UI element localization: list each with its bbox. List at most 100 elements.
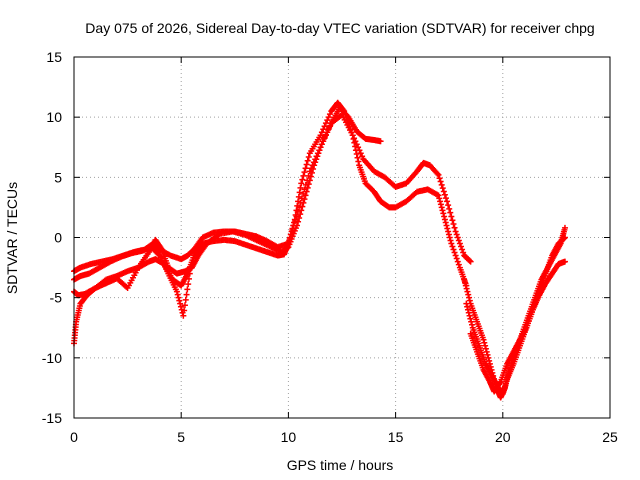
data-point — [155, 251, 162, 258]
data-point — [453, 231, 460, 238]
data-point — [177, 303, 184, 310]
data-point — [449, 217, 456, 224]
data-point — [298, 195, 305, 202]
data-point — [445, 202, 452, 209]
data-point — [438, 181, 445, 188]
y-axis-label: SDTVAR / TECUs — [4, 182, 20, 294]
data-point — [321, 123, 328, 130]
x-tick-label: 20 — [495, 429, 511, 445]
data-point — [436, 175, 443, 182]
data-point — [181, 307, 188, 314]
data-point — [353, 141, 360, 148]
data-point — [451, 224, 458, 231]
data-point — [285, 240, 292, 247]
data-point — [460, 249, 467, 256]
data-point — [561, 258, 568, 265]
data-point — [326, 111, 333, 118]
data-point — [324, 117, 331, 124]
data-point — [305, 154, 312, 161]
data-point — [302, 181, 309, 188]
data-point — [318, 141, 325, 148]
y-tick-label: 0 — [54, 230, 62, 246]
data-point — [561, 224, 568, 231]
data-point — [304, 157, 311, 164]
data-point — [466, 312, 473, 319]
data-point — [459, 246, 466, 253]
data-point — [300, 172, 307, 179]
data-point — [294, 208, 301, 215]
data-point — [446, 205, 453, 212]
data-point — [454, 258, 461, 265]
data-point — [461, 276, 468, 283]
data-point — [455, 261, 462, 268]
chart-title: Day 075 of 2026, Sidereal Day-to-day VTE… — [85, 20, 594, 36]
data-point — [185, 281, 192, 288]
data-point — [174, 291, 181, 298]
data-point — [454, 234, 461, 241]
data-point — [464, 306, 471, 313]
data-point — [352, 138, 359, 145]
data-point — [289, 226, 296, 233]
data-point — [377, 138, 384, 145]
data-point — [175, 294, 182, 301]
series-track-g — [467, 234, 568, 395]
data-point — [317, 132, 324, 139]
data-point — [463, 300, 470, 307]
data-point — [296, 189, 303, 196]
data-point — [301, 186, 308, 193]
data-point — [173, 288, 180, 295]
data-point — [354, 154, 361, 161]
ticks — [73, 56, 611, 419]
data-point — [466, 297, 473, 304]
data-point — [444, 198, 451, 205]
data-point — [320, 138, 327, 145]
data-point — [300, 190, 307, 197]
y-tick-label: 10 — [46, 109, 62, 125]
data-point — [349, 132, 356, 139]
data-point — [466, 257, 473, 264]
data-point — [445, 228, 452, 235]
data-point — [442, 195, 449, 202]
data-point — [485, 354, 492, 361]
data-point — [464, 303, 471, 310]
data-point — [353, 151, 360, 158]
data-point — [298, 207, 305, 214]
data-point — [443, 222, 450, 229]
data-point — [438, 204, 445, 211]
x-tick-label: 25 — [602, 429, 618, 445]
x-tick-label: 5 — [177, 429, 185, 445]
data-point — [357, 150, 364, 157]
data-point — [314, 150, 321, 157]
data-point — [437, 201, 444, 208]
data-point — [177, 300, 184, 307]
data-point — [467, 258, 474, 265]
data-point — [299, 176, 306, 183]
data-point — [356, 147, 363, 154]
data-point — [351, 135, 358, 142]
data-point — [301, 169, 308, 176]
data-point — [434, 170, 441, 177]
data-point — [435, 171, 442, 178]
data-point — [322, 120, 329, 127]
data-point — [324, 129, 331, 136]
data-point — [437, 178, 444, 185]
data-point — [320, 126, 327, 133]
data-point — [186, 270, 193, 277]
y-tick-label: -10 — [42, 350, 62, 366]
data-point — [456, 240, 463, 247]
data-point — [180, 312, 187, 319]
data-point — [480, 336, 487, 343]
x-tick-label: 0 — [70, 429, 78, 445]
data-point — [464, 288, 471, 295]
data-point — [295, 218, 302, 225]
data-point — [463, 285, 470, 292]
data-point — [448, 240, 455, 247]
data-point — [462, 282, 469, 289]
data-point — [313, 153, 320, 160]
data-point — [468, 321, 475, 328]
data-point — [359, 153, 366, 160]
data-point — [436, 195, 443, 202]
data-point — [446, 234, 453, 241]
data-point — [292, 217, 299, 224]
